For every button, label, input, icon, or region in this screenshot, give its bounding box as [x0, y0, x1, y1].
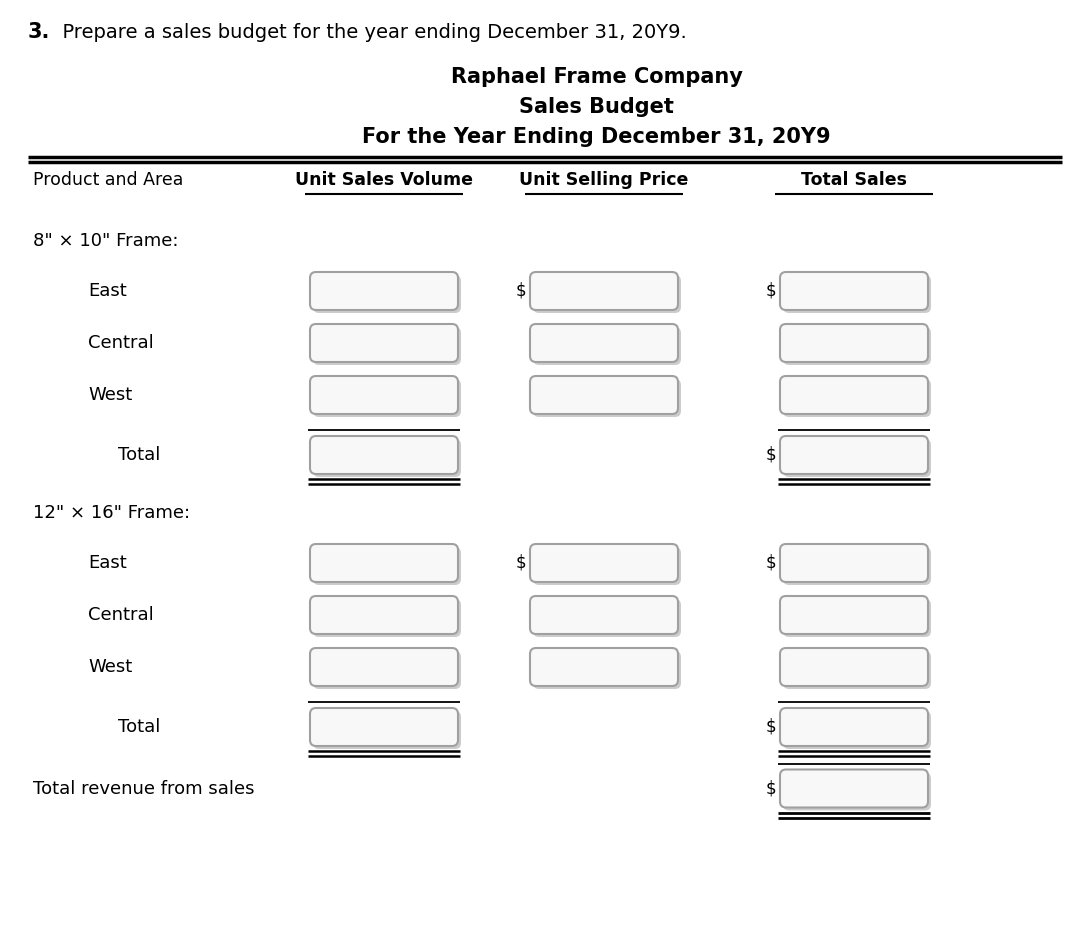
FancyBboxPatch shape: [313, 547, 461, 585]
FancyBboxPatch shape: [783, 651, 931, 689]
FancyBboxPatch shape: [780, 324, 928, 362]
FancyBboxPatch shape: [530, 272, 678, 310]
FancyBboxPatch shape: [533, 651, 681, 689]
FancyBboxPatch shape: [780, 272, 928, 310]
FancyBboxPatch shape: [310, 272, 458, 310]
FancyBboxPatch shape: [780, 708, 928, 746]
Text: Product and Area: Product and Area: [33, 171, 183, 189]
Text: 8" × 10" Frame:: 8" × 10" Frame:: [33, 232, 179, 250]
FancyBboxPatch shape: [533, 599, 681, 637]
Text: $: $: [765, 718, 776, 736]
FancyBboxPatch shape: [310, 436, 458, 474]
FancyBboxPatch shape: [310, 648, 458, 686]
FancyBboxPatch shape: [783, 379, 931, 417]
Text: $: $: [765, 779, 776, 798]
Text: Central: Central: [88, 334, 154, 352]
FancyBboxPatch shape: [533, 379, 681, 417]
Text: West: West: [88, 386, 132, 404]
Text: Total revenue from sales: Total revenue from sales: [33, 779, 254, 798]
Text: Prepare a sales budget for the year ending December 31, 20Y9.: Prepare a sales budget for the year endi…: [50, 22, 687, 42]
FancyBboxPatch shape: [530, 544, 678, 582]
Text: East: East: [88, 554, 126, 572]
Text: $: $: [765, 282, 776, 300]
FancyBboxPatch shape: [310, 544, 458, 582]
FancyBboxPatch shape: [310, 596, 458, 634]
FancyBboxPatch shape: [313, 379, 461, 417]
Text: Unit Selling Price: Unit Selling Price: [519, 171, 689, 189]
Text: Total: Total: [118, 446, 160, 464]
FancyBboxPatch shape: [780, 436, 928, 474]
FancyBboxPatch shape: [780, 376, 928, 414]
FancyBboxPatch shape: [310, 324, 458, 362]
FancyBboxPatch shape: [783, 773, 931, 811]
FancyBboxPatch shape: [783, 275, 931, 313]
FancyBboxPatch shape: [783, 599, 931, 637]
FancyBboxPatch shape: [780, 544, 928, 582]
FancyBboxPatch shape: [780, 596, 928, 634]
FancyBboxPatch shape: [783, 547, 931, 585]
FancyBboxPatch shape: [783, 711, 931, 749]
Text: 12" × 16" Frame:: 12" × 16" Frame:: [33, 504, 190, 522]
FancyBboxPatch shape: [533, 275, 681, 313]
Text: For the Year Ending December 31, 20Y9: For the Year Ending December 31, 20Y9: [362, 127, 831, 147]
Text: $: $: [765, 446, 776, 464]
Text: $: $: [516, 282, 526, 300]
FancyBboxPatch shape: [313, 711, 461, 749]
FancyBboxPatch shape: [783, 439, 931, 477]
Text: Total: Total: [118, 718, 160, 736]
Text: East: East: [88, 282, 126, 300]
FancyBboxPatch shape: [533, 547, 681, 585]
Text: 3.: 3.: [28, 22, 50, 42]
FancyBboxPatch shape: [530, 376, 678, 414]
FancyBboxPatch shape: [533, 327, 681, 365]
FancyBboxPatch shape: [783, 327, 931, 365]
FancyBboxPatch shape: [530, 648, 678, 686]
FancyBboxPatch shape: [313, 275, 461, 313]
FancyBboxPatch shape: [310, 376, 458, 414]
Text: Central: Central: [88, 606, 154, 624]
Text: $: $: [765, 554, 776, 572]
Text: Unit Sales Volume: Unit Sales Volume: [295, 171, 473, 189]
FancyBboxPatch shape: [313, 439, 461, 477]
Text: West: West: [88, 658, 132, 676]
Text: Total Sales: Total Sales: [801, 171, 907, 189]
FancyBboxPatch shape: [780, 648, 928, 686]
FancyBboxPatch shape: [313, 599, 461, 637]
FancyBboxPatch shape: [313, 651, 461, 689]
Text: Sales Budget: Sales Budget: [519, 97, 674, 117]
FancyBboxPatch shape: [530, 596, 678, 634]
FancyBboxPatch shape: [780, 770, 928, 807]
FancyBboxPatch shape: [310, 708, 458, 746]
Text: Raphael Frame Company: Raphael Frame Company: [451, 67, 742, 87]
Text: $: $: [516, 554, 526, 572]
FancyBboxPatch shape: [530, 324, 678, 362]
FancyBboxPatch shape: [313, 327, 461, 365]
